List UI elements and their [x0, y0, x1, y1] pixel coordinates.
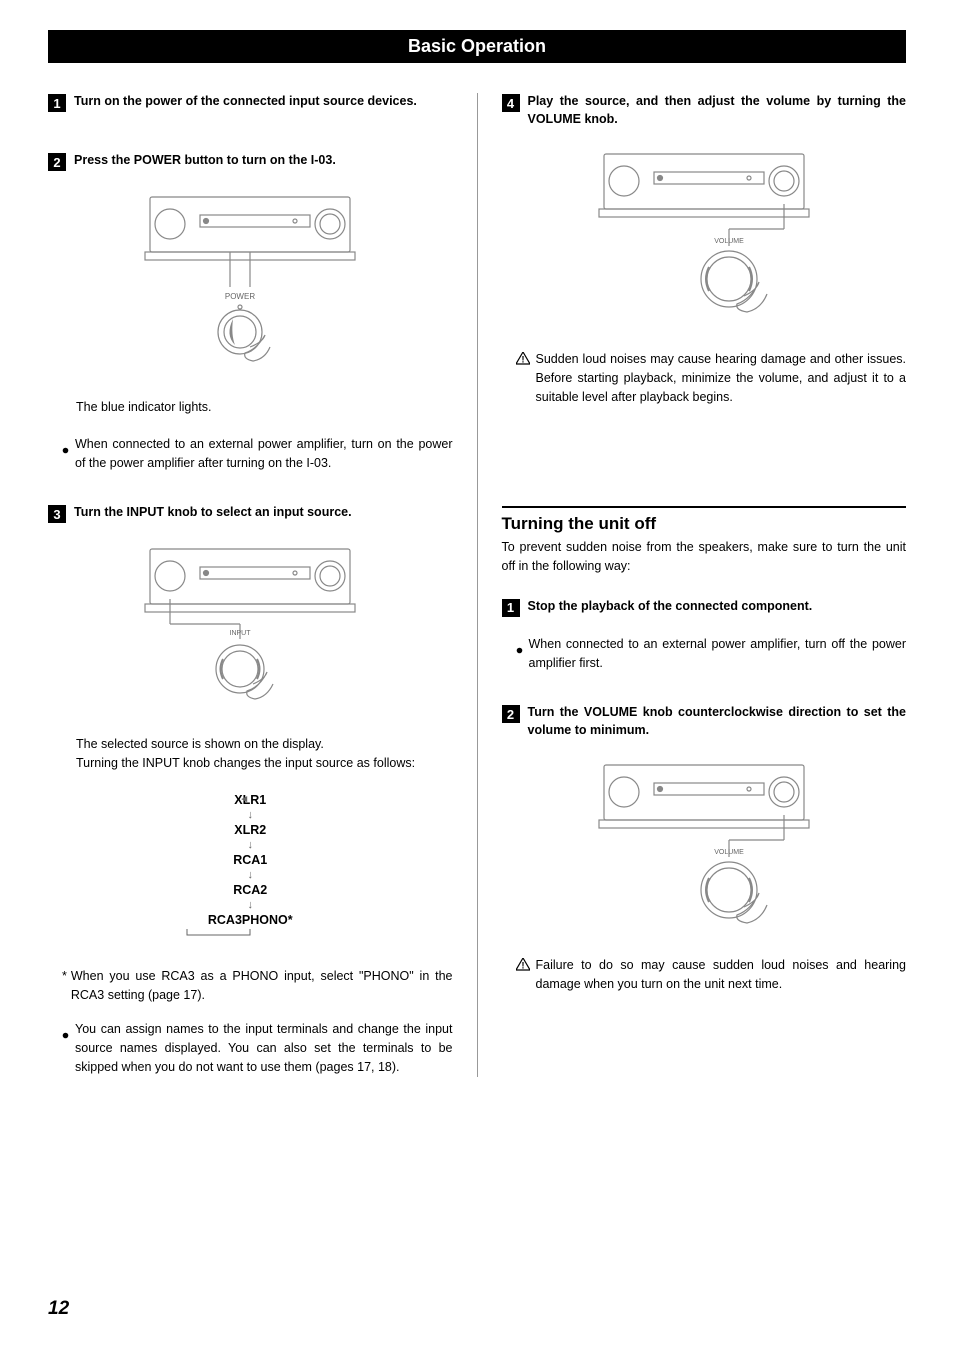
bullet-icon: [62, 1026, 69, 1076]
step-number: 1: [502, 599, 520, 617]
amplifier-front-with-input-figure: INPUT: [48, 539, 453, 719]
bullet-text: You can assign names to the input termin…: [75, 1020, 453, 1076]
warning-icon: !: [516, 352, 530, 406]
column-divider: [477, 93, 478, 1077]
page-title: Basic Operation: [48, 30, 906, 63]
warning-text: Sudden loud noises may cause hearing dam…: [536, 350, 907, 406]
bullet-text: When connected to an external power ampl…: [75, 435, 453, 473]
input-option: RCA2: [175, 883, 325, 897]
caption: Turning the INPUT knob changes the input…: [48, 754, 453, 773]
section-intro: To prevent sudden noise from the speaker…: [502, 538, 907, 576]
footnote-marker: *: [62, 967, 67, 1005]
step-instruction: Press the POWER button to turn on the I-…: [74, 152, 336, 170]
bullet-icon: [62, 441, 69, 473]
amplifier-front-with-volume-figure: VOLUME: [502, 144, 907, 334]
step-number: 1: [48, 94, 66, 112]
right-column: 4 Play the source, and then adjust the v…: [502, 93, 907, 1077]
step-instruction: Turn the VOLUME knob counterclockwise di…: [528, 704, 907, 739]
step-number: 3: [48, 505, 66, 523]
amplifier-front-with-power-figure: POWER: [48, 187, 453, 382]
left-column: 1 Turn on the power of the connected inp…: [48, 93, 453, 1077]
input-label: INPUT: [230, 630, 252, 637]
input-option: RCA3PHONO*: [175, 913, 325, 927]
step-instruction: Play the source, and then adjust the vol…: [528, 93, 907, 128]
step-number: 2: [48, 153, 66, 171]
step-instruction: Stop the playback of the connected compo…: [528, 598, 813, 616]
step-instruction: Turn on the power of the connected input…: [74, 93, 417, 111]
step-number: 4: [502, 94, 520, 112]
caption: The selected source is shown on the disp…: [48, 735, 453, 754]
input-option: XLR2: [175, 823, 325, 837]
warning-text: Failure to do so may cause sudden loud n…: [536, 956, 907, 994]
input-option: RCA1: [175, 853, 325, 867]
page-number: 12: [48, 1298, 69, 1320]
bullet-text: When connected to an external power ampl…: [529, 635, 907, 673]
warning-icon: !: [516, 958, 530, 994]
input-option: XLR1 ◄: [175, 793, 325, 807]
power-label: POWER: [225, 292, 255, 301]
step-number: 2: [502, 705, 520, 723]
volume-label: VOLUME: [714, 238, 744, 245]
amplifier-front-with-volume-figure: VOLUME: [502, 755, 907, 940]
input-sequence-diagram: XLR1 ◄ ↓ XLR2 ↓ RCA1 ↓ RCA2 ↓ RCA3PHONO*: [48, 791, 453, 947]
svg-text:!: !: [521, 355, 524, 365]
caption: The blue indicator lights.: [48, 398, 453, 417]
volume-label: VOLUME: [714, 849, 744, 856]
footnote-text: When you use RCA3 as a PHONO input, sele…: [71, 967, 453, 1005]
step-instruction: Turn the INPUT knob to select an input s…: [74, 504, 352, 522]
svg-text:!: !: [521, 961, 524, 971]
section-heading: Turning the unit off: [502, 506, 907, 534]
bullet-icon: [516, 641, 523, 673]
